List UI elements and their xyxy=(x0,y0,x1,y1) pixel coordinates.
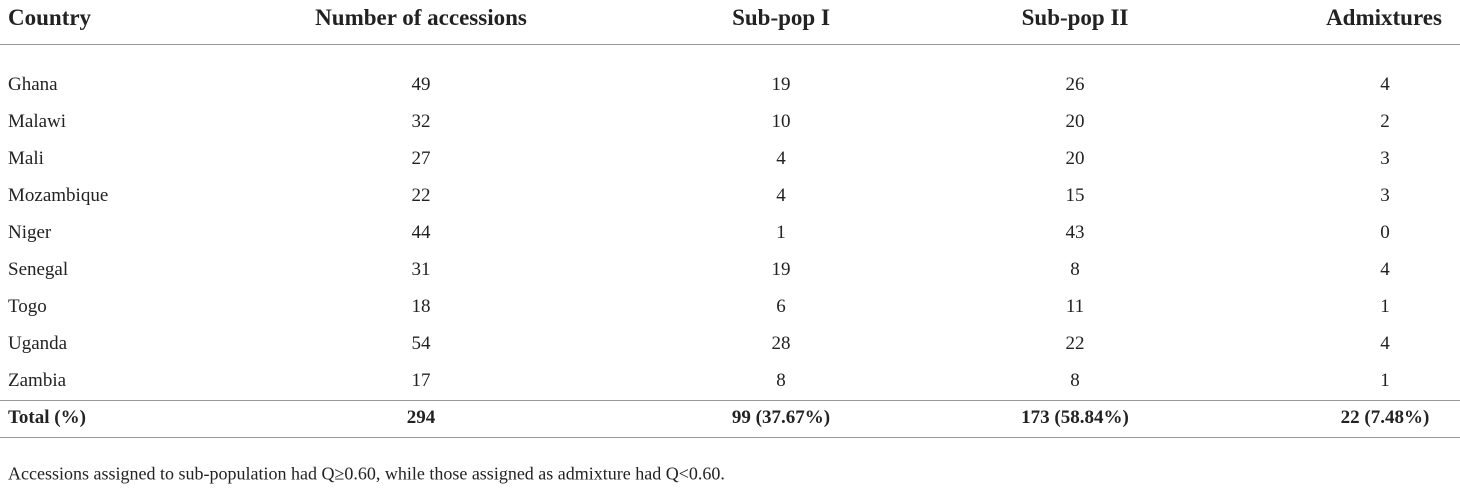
column-header: Admixtures xyxy=(1326,5,1442,30)
table-cell: 26 xyxy=(1065,74,1085,95)
table-cell: 0 xyxy=(1380,222,1390,243)
total-label: Total (%) xyxy=(8,407,86,428)
row-label: Niger xyxy=(8,222,52,243)
table-cell: 3 xyxy=(1380,185,1390,206)
table-cell: 20 xyxy=(1065,111,1085,132)
total-cell: 173 (58.84%) xyxy=(1021,407,1129,428)
table-cell: 10 xyxy=(771,111,791,132)
table-cell: 32 xyxy=(411,111,431,132)
total-cell: 294 xyxy=(406,407,436,428)
table-cell: 43 xyxy=(1065,222,1085,243)
row-label: Mali xyxy=(8,148,44,169)
header-rule xyxy=(0,44,1460,45)
table-cell: 4 xyxy=(1380,333,1390,354)
table-cell: 8 xyxy=(1070,259,1080,280)
table-cell: 4 xyxy=(776,148,786,169)
table-cell: 44 xyxy=(411,222,431,243)
total-rule xyxy=(0,400,1460,401)
total-cell: 22 (7.48%) xyxy=(1340,407,1430,428)
column-header: Sub-pop I xyxy=(732,5,830,30)
table-cell: 4 xyxy=(776,185,786,206)
table-cell: 19 xyxy=(771,74,791,95)
table-cell: 2 xyxy=(1380,111,1390,132)
table-cell: 8 xyxy=(776,370,786,391)
row-label: Senegal xyxy=(8,259,69,280)
table-cell: 27 xyxy=(411,148,431,169)
table-cell: 11 xyxy=(1065,296,1085,317)
table-cell: 22 xyxy=(411,185,431,206)
row-label: Mozambique xyxy=(8,185,109,206)
table-cell: 49 xyxy=(411,74,431,95)
table-cell: 1 xyxy=(776,222,786,243)
footnote: Accessions assigned to sub-population ha… xyxy=(8,463,725,484)
row-label: Zambia xyxy=(8,370,67,391)
table-cell: 1 xyxy=(1380,370,1390,391)
row-label: Malawi xyxy=(8,111,67,132)
table-cell: 20 xyxy=(1065,148,1085,169)
row-label: Uganda xyxy=(8,333,68,354)
column-header: Country xyxy=(8,5,92,30)
table-cell: 4 xyxy=(1380,74,1390,95)
table-cell: 18 xyxy=(411,296,431,317)
table-cell: 19 xyxy=(771,259,791,280)
table-cell: 3 xyxy=(1380,148,1390,169)
row-label: Ghana xyxy=(8,74,58,95)
table-cell: 8 xyxy=(1070,370,1080,391)
table-cell: 28 xyxy=(771,333,791,354)
total-cell: 99 (37.67%) xyxy=(731,407,831,428)
table-cell: 22 xyxy=(1065,333,1085,354)
bottom-rule xyxy=(0,437,1460,438)
table-cell: 1 xyxy=(1380,296,1390,317)
row-label: Togo xyxy=(8,296,47,317)
column-header: Number of accessions xyxy=(315,5,527,30)
table-cell: 15 xyxy=(1065,185,1085,206)
table-cell: 17 xyxy=(411,370,431,391)
table-cell: 54 xyxy=(411,333,431,354)
table-cell: 31 xyxy=(411,259,431,280)
column-header: Sub-pop II xyxy=(1021,5,1129,30)
table-cell: 4 xyxy=(1380,259,1390,280)
table-cell: 6 xyxy=(776,296,786,317)
